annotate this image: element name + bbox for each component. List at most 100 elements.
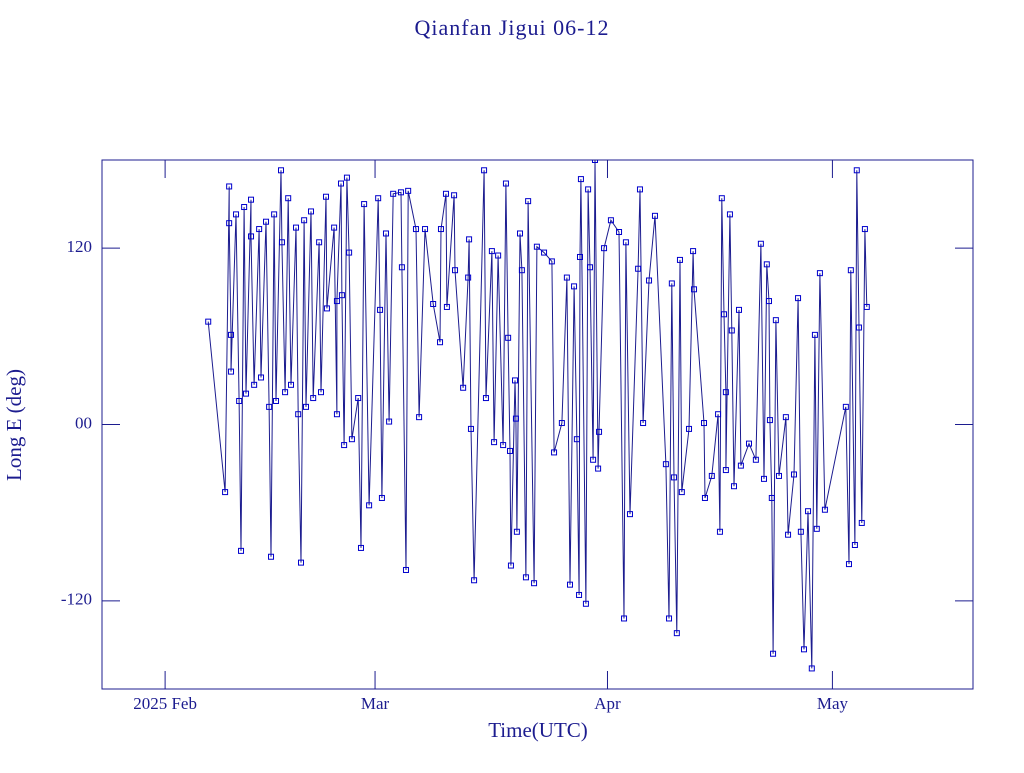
x-tick-label: May (817, 694, 849, 713)
data-point (805, 508, 812, 515)
data-point (471, 577, 478, 584)
data-point (222, 489, 229, 496)
data-point (397, 189, 404, 196)
data-point (595, 465, 602, 472)
data-point (766, 417, 773, 424)
data-point (333, 411, 340, 418)
data-point (251, 381, 258, 388)
data-point (607, 217, 614, 224)
data-point (863, 303, 870, 310)
data-point (666, 615, 673, 622)
data-point (507, 562, 514, 569)
data-point (405, 187, 412, 194)
data-point (451, 192, 458, 199)
data-point (772, 317, 779, 324)
data-point (591, 160, 598, 163)
data-point (790, 471, 797, 478)
data-point (481, 167, 488, 174)
data-point (590, 456, 597, 463)
plot-area (205, 160, 870, 672)
data-point (585, 186, 592, 193)
data-point (346, 249, 353, 256)
data-point (686, 425, 693, 432)
data-point (701, 420, 708, 427)
data-point (770, 650, 777, 657)
data-point (343, 174, 350, 181)
data-point (271, 211, 278, 218)
data-point (842, 403, 849, 410)
data-point (797, 528, 804, 535)
data-point (736, 306, 743, 313)
data-point (398, 264, 405, 271)
data-point (566, 581, 573, 588)
data-point (412, 226, 419, 233)
data-point (795, 295, 802, 302)
data-point (337, 180, 344, 187)
data-point (465, 274, 472, 281)
data-point (278, 239, 285, 246)
data-point (507, 447, 514, 454)
data-point (586, 264, 593, 271)
data-point (341, 442, 348, 449)
data-point (322, 193, 329, 200)
data-point (690, 248, 697, 255)
data-point (668, 280, 675, 287)
data-point (541, 249, 548, 256)
x-axis-label: Time(UTC) (488, 718, 588, 742)
data-point (636, 186, 643, 193)
data-point (317, 389, 324, 396)
data-point (288, 381, 295, 388)
data-point (651, 212, 658, 219)
data-point (442, 190, 449, 197)
data-point (708, 472, 715, 479)
data-point (258, 374, 265, 381)
data-point (722, 389, 729, 396)
data-point (522, 574, 529, 581)
data-point (233, 211, 240, 218)
data-point (238, 547, 245, 554)
data-point (691, 286, 698, 293)
data-point (763, 261, 770, 268)
data-point (491, 439, 498, 446)
data-point (525, 198, 532, 205)
data-point (375, 195, 382, 202)
data-point (488, 248, 495, 255)
data-point (357, 544, 364, 551)
data-point (811, 331, 818, 338)
data-point (715, 411, 722, 418)
data-point (228, 331, 235, 338)
data-point (601, 245, 608, 252)
data-point (622, 239, 629, 246)
data-point (452, 267, 459, 274)
data-point (361, 201, 368, 208)
data-point (716, 528, 723, 535)
y-tick-label: 120 (67, 237, 93, 256)
data-point (437, 226, 444, 233)
data-point (512, 377, 519, 384)
data-point (316, 239, 323, 246)
data-point (746, 440, 753, 447)
data-point (285, 195, 292, 202)
data-point (205, 318, 212, 325)
data-point (301, 217, 308, 224)
data-point (855, 324, 862, 331)
data-point (662, 461, 669, 468)
data-point (331, 224, 338, 231)
data-point (293, 224, 300, 231)
data-point (466, 236, 473, 243)
data-point (226, 183, 233, 190)
data-point (626, 511, 633, 518)
data-point (228, 368, 235, 375)
data-point (482, 395, 489, 402)
data-point (248, 233, 255, 240)
data-point (765, 298, 772, 305)
data-point (378, 494, 385, 501)
data-point (548, 258, 555, 265)
data-point (785, 531, 792, 538)
data-point (768, 494, 775, 501)
data-point (273, 397, 280, 404)
data-point (390, 190, 397, 197)
data-point (800, 646, 807, 653)
data-point (577, 176, 584, 183)
